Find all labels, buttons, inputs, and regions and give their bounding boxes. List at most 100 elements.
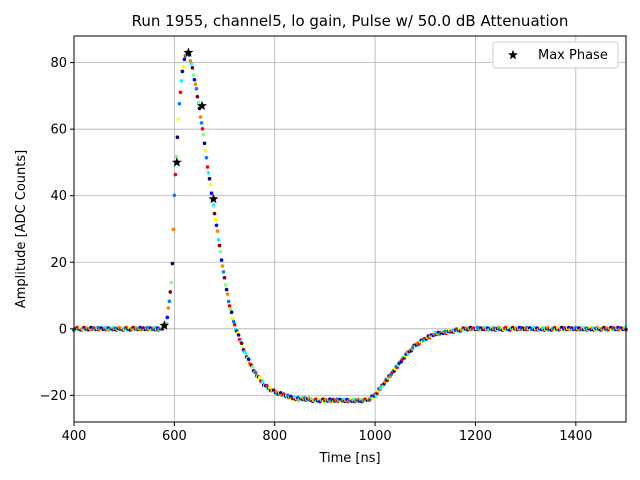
waveform-point <box>193 82 198 86</box>
waveform-point <box>169 280 174 285</box>
x-tick-label: 1200 <box>459 429 492 444</box>
plot-frame <box>73 35 627 423</box>
waveform-point <box>191 73 196 77</box>
waveform-point <box>230 316 235 321</box>
waveform-point <box>227 304 232 308</box>
x-tick-label: 1000 <box>359 429 392 444</box>
data-points <box>72 51 628 404</box>
waveform-point <box>195 94 200 99</box>
waveform-point <box>181 64 186 69</box>
waveform-point <box>223 283 228 287</box>
waveform-point <box>165 315 170 320</box>
waveform-point <box>180 69 185 74</box>
waveform-point <box>218 249 223 254</box>
waveform-point <box>203 148 208 153</box>
waveform-point <box>170 261 175 266</box>
y-tick-label: 0 <box>59 322 67 337</box>
legend-box <box>492 41 619 69</box>
waveform-point <box>171 227 176 232</box>
waveform-point <box>216 238 221 242</box>
waveform-point <box>225 292 230 296</box>
waveform-point <box>206 171 211 175</box>
waveform-point <box>167 299 172 304</box>
waveform-point <box>222 275 227 280</box>
waveform-point <box>213 217 218 222</box>
waveform-point <box>219 258 224 262</box>
waveform-point <box>182 57 187 62</box>
waveform-point <box>200 127 205 131</box>
y-tick-label: 20 <box>50 256 67 271</box>
waveform-point <box>205 165 210 169</box>
waveform-point <box>212 211 217 216</box>
x-tick-label: 800 <box>262 429 287 444</box>
waveform-point <box>239 341 244 346</box>
waveform-point <box>196 100 201 105</box>
waveform-point <box>168 290 173 294</box>
waveform-point <box>189 62 194 66</box>
waveform-point <box>207 176 212 181</box>
waveform-point <box>260 380 265 384</box>
waveform-point <box>201 132 206 137</box>
waveform-point <box>209 191 214 195</box>
max-phase-star <box>208 193 219 204</box>
axis-ticks: 400 600 800 1000 1200 1400 −20 0 20 40 60 80 <box>40 56 593 444</box>
x-tick-label: 400 <box>62 429 87 444</box>
waveform-point <box>231 319 236 324</box>
x-tick-label: 1400 <box>559 429 592 444</box>
waveform-point <box>236 333 241 337</box>
waveform-point <box>246 357 251 362</box>
waveform-point <box>243 351 248 355</box>
waveform-point <box>173 172 178 177</box>
waveform-point <box>178 90 183 95</box>
waveform-point <box>253 370 258 375</box>
max-phase-star <box>171 157 182 167</box>
waveform-point <box>217 243 222 248</box>
waveform-point <box>199 121 204 125</box>
max-phase-star <box>159 320 170 330</box>
waveform-point <box>208 182 213 187</box>
x-axis-label: Time [ns] <box>318 451 380 466</box>
waveform-point <box>221 270 226 274</box>
waveform-point <box>176 117 181 121</box>
waveform-point <box>257 375 262 380</box>
legend-label: Max Phase <box>538 48 608 63</box>
waveform-point <box>188 59 193 63</box>
x-tick-label: 600 <box>162 429 187 444</box>
chart-title: Run 1955, channel5, lo gain, Pulse w/ 50… <box>132 12 569 30</box>
waveform-point <box>177 101 182 106</box>
waveform-point <box>229 310 234 315</box>
y-tick-label: 60 <box>50 123 67 138</box>
waveform-point <box>198 115 203 119</box>
grid <box>73 36 626 422</box>
waveform-point <box>226 299 231 304</box>
waveform-point <box>214 223 219 228</box>
waveform-point <box>220 264 225 268</box>
waveform-point <box>232 322 237 327</box>
waveform-point <box>166 306 171 310</box>
waveform-point <box>211 203 216 207</box>
max-phase-star <box>183 47 194 57</box>
max-phase-markers <box>159 47 219 330</box>
waveform-point <box>215 229 220 233</box>
y-tick-label: 80 <box>50 56 67 71</box>
waveform-point <box>202 141 207 146</box>
waveform-point <box>204 155 209 160</box>
waveform-point <box>267 386 272 390</box>
waveform-point <box>190 66 195 70</box>
waveform-point <box>224 287 229 292</box>
y-tick-label: 40 <box>50 189 67 204</box>
max-phase-star <box>197 100 207 111</box>
star-icon <box>508 49 518 60</box>
waveform-point <box>172 193 177 198</box>
waveform-point <box>175 135 180 139</box>
waveform-point <box>194 86 199 91</box>
legend: Max Phase <box>492 41 619 69</box>
waveform-point <box>228 307 233 311</box>
y-axis-label: Amplitude [ADC Counts] <box>14 150 29 308</box>
waveform-point <box>264 383 269 388</box>
waveform-point <box>174 154 179 159</box>
waveform-point <box>250 365 255 369</box>
y-tick-label: −20 <box>40 389 67 404</box>
waveform-point <box>192 77 197 82</box>
